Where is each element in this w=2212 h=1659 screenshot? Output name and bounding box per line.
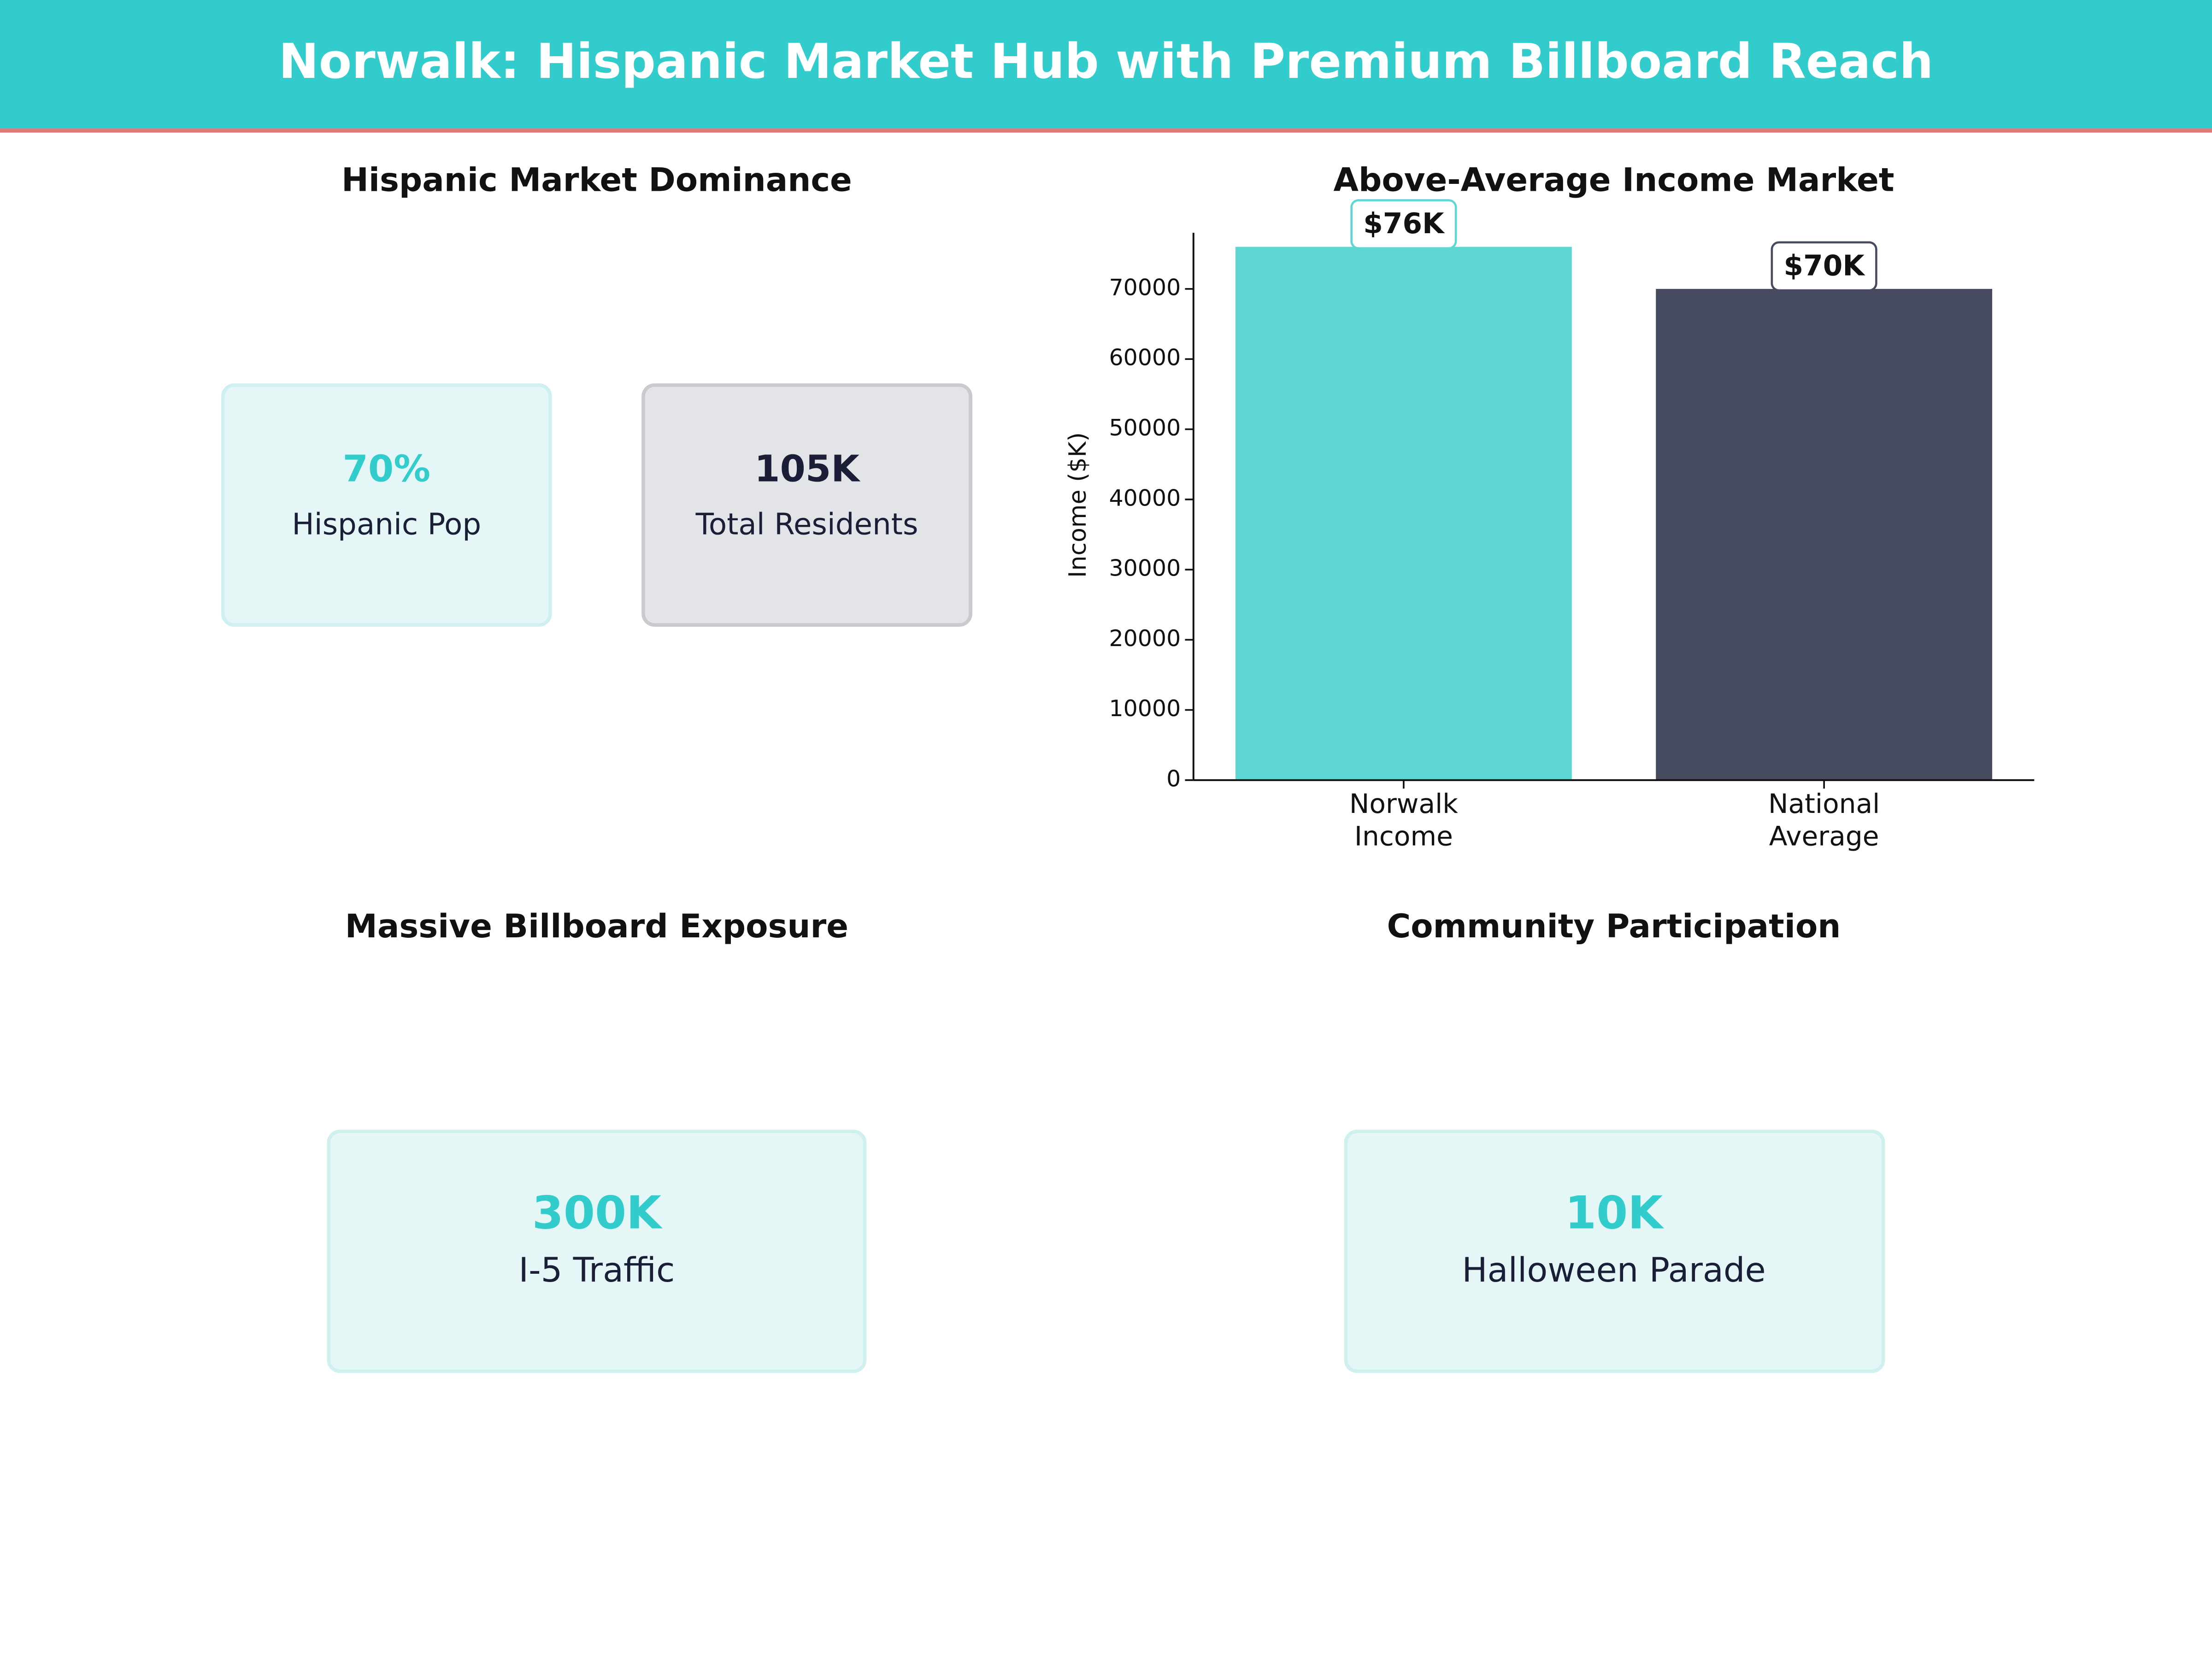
kpi-label: Hispanic Pop bbox=[292, 507, 481, 541]
header-title: Norwalk: Hispanic Market Hub with Premiu… bbox=[279, 33, 1934, 89]
value-label-box bbox=[1771, 241, 1877, 292]
kpi-value: 300K bbox=[532, 1187, 663, 1240]
header-rule bbox=[0, 128, 2212, 133]
value-label: $76K bbox=[1363, 207, 1445, 240]
bar-chart: 0 10000 20000 30000 40000 50000 60000 70000 $76K… bbox=[1109, 199, 2035, 852]
y-tick-label: 30000 bbox=[1109, 555, 1181, 582]
kpi-label: I-5 Traffic bbox=[518, 1251, 675, 1290]
kpi-label: Halloween Parade bbox=[1462, 1251, 1765, 1290]
y-tick-label: 60000 bbox=[1109, 345, 1181, 371]
y-tick-label: 0 bbox=[1166, 765, 1181, 792]
kpi-card bbox=[327, 1130, 867, 1373]
kpi-value: 70% bbox=[343, 447, 430, 490]
y-tick-label: 10000 bbox=[1109, 695, 1181, 722]
kpi-label: Total Residents bbox=[695, 507, 918, 541]
bar bbox=[1235, 247, 1572, 780]
panel-title: Community Participation bbox=[1387, 907, 1841, 945]
kpi-value: 10K bbox=[1565, 1187, 1664, 1240]
kpi-value: 105K bbox=[754, 447, 861, 490]
y-tick-label: 20000 bbox=[1109, 625, 1181, 652]
kpi-card bbox=[221, 383, 552, 627]
x-tick-label: National Average bbox=[1768, 788, 1880, 852]
header-bar bbox=[0, 0, 2212, 129]
y-tick-label: 70000 bbox=[1109, 274, 1181, 300]
bar bbox=[1656, 288, 1993, 780]
value-label-box bbox=[1350, 199, 1457, 249]
x-tick-label: Norwalk Income bbox=[1349, 788, 1458, 852]
panel-title: Massive Billboard Exposure bbox=[345, 907, 848, 945]
y-tick-label: 40000 bbox=[1109, 485, 1181, 511]
value-label: $70K bbox=[1784, 250, 1866, 282]
panel-title: Hispanic Market Dominance bbox=[341, 161, 852, 199]
y-axis-label: Income ($K) bbox=[1064, 432, 1092, 578]
y-tick-label: 50000 bbox=[1109, 415, 1181, 441]
kpi-card bbox=[1344, 1130, 1885, 1373]
kpi-card bbox=[641, 383, 972, 627]
chart-title: Above-Average Income Market bbox=[1334, 161, 1894, 199]
